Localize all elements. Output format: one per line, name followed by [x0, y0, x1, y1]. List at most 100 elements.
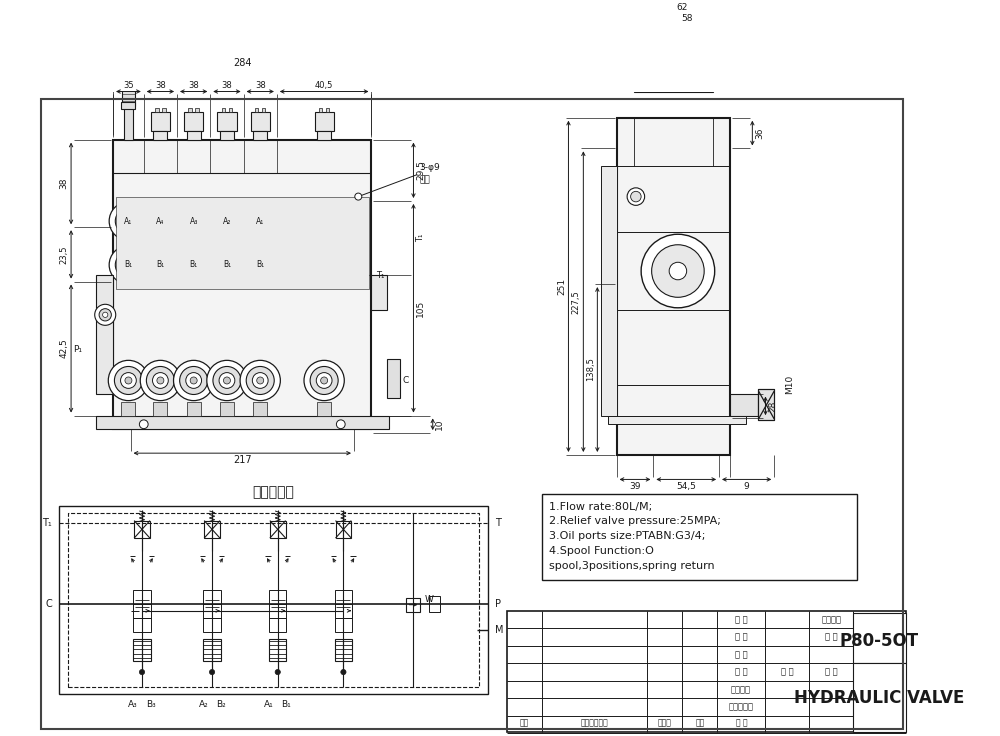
Bar [641, 30, 706, 61]
Text: 36: 36 [755, 127, 764, 139]
Text: C: C [45, 599, 52, 609]
Text: 251: 251 [557, 277, 566, 295]
Text: 28: 28 [768, 400, 777, 411]
Circle shape [186, 372, 202, 389]
Bar [336, 520, 351, 538]
Circle shape [237, 259, 250, 271]
Circle shape [153, 372, 168, 389]
Circle shape [138, 215, 151, 227]
Bar [269, 639, 286, 661]
Circle shape [275, 670, 280, 675]
Circle shape [146, 367, 174, 394]
Bar [59, 506, 488, 694]
Text: A₄: A₄ [156, 216, 165, 226]
Circle shape [304, 361, 344, 400]
Bar [262, 108, 265, 112]
Circle shape [219, 372, 235, 389]
Text: 284: 284 [233, 57, 252, 68]
Circle shape [253, 214, 267, 228]
Bar [153, 403, 167, 416]
Text: 10: 10 [435, 419, 444, 430]
Circle shape [631, 191, 641, 202]
Circle shape [174, 202, 213, 241]
Text: 3-φ9: 3-φ9 [420, 163, 440, 172]
Circle shape [140, 361, 181, 400]
Text: 图样标记: 图样标记 [821, 615, 841, 624]
Bar [188, 108, 192, 112]
Text: 227,5: 227,5 [572, 290, 581, 314]
Text: 1.Flow rate:80L/M;: 1.Flow rate:80L/M; [549, 501, 652, 512]
Circle shape [108, 361, 149, 400]
Bar [335, 604, 352, 618]
Text: 设 计: 设 计 [735, 615, 747, 624]
Circle shape [241, 202, 279, 241]
Bar [647, 8, 700, 30]
Circle shape [310, 367, 338, 394]
Circle shape [147, 208, 174, 234]
Circle shape [187, 258, 201, 272]
Bar [270, 520, 286, 538]
Text: 38: 38 [255, 81, 266, 90]
Circle shape [157, 377, 164, 384]
Text: 38: 38 [155, 81, 166, 90]
Bar [853, 663, 906, 732]
Bar [96, 275, 113, 394]
Text: 38: 38 [222, 81, 232, 90]
Bar [187, 403, 201, 416]
Circle shape [153, 258, 167, 272]
Bar [151, 112, 170, 131]
Bar [195, 108, 199, 112]
Bar [853, 613, 906, 663]
Text: 3.Oil ports size:PTABN:G3/4;: 3.Oil ports size:PTABN:G3/4; [549, 531, 706, 542]
Text: 39: 39 [629, 482, 641, 491]
Circle shape [223, 377, 230, 384]
Bar [222, 108, 225, 112]
Bar [187, 131, 201, 140]
Bar [155, 108, 159, 112]
Text: 9: 9 [744, 482, 750, 491]
Bar [203, 639, 221, 661]
Bar [203, 590, 221, 604]
Circle shape [252, 372, 268, 389]
Bar [608, 416, 746, 424]
Circle shape [246, 367, 274, 394]
Circle shape [316, 372, 332, 389]
Text: 第 页: 第 页 [825, 668, 837, 676]
Circle shape [311, 208, 337, 234]
Text: 138,5: 138,5 [586, 358, 595, 381]
Circle shape [171, 259, 183, 271]
Circle shape [171, 215, 183, 227]
Circle shape [321, 377, 328, 384]
Text: 2.Relief valve pressure:25MPA;: 2.Relief valve pressure:25MPA; [549, 517, 721, 526]
Bar [507, 611, 906, 732]
Circle shape [305, 246, 343, 284]
Circle shape [317, 214, 331, 228]
Text: B₁: B₁ [282, 700, 291, 709]
Circle shape [204, 259, 216, 271]
Circle shape [627, 188, 645, 205]
Circle shape [220, 258, 234, 272]
Text: T₁: T₁ [42, 518, 52, 528]
Text: M: M [495, 625, 503, 635]
Text: 更改人: 更改人 [658, 718, 672, 727]
Bar [220, 403, 234, 416]
Circle shape [99, 308, 111, 321]
Bar [184, 112, 203, 131]
Circle shape [286, 215, 298, 227]
Circle shape [141, 202, 180, 241]
Circle shape [317, 258, 331, 272]
Bar [133, 590, 151, 604]
Circle shape [121, 372, 136, 389]
Text: 标准化检查: 标准化检查 [728, 703, 753, 712]
Bar [68, 513, 479, 687]
Bar [429, 596, 440, 612]
Bar [269, 618, 286, 631]
Text: 58: 58 [681, 14, 692, 24]
Circle shape [139, 420, 148, 428]
Circle shape [103, 312, 108, 317]
Circle shape [181, 252, 207, 278]
Circle shape [174, 361, 214, 400]
Circle shape [139, 670, 145, 675]
Bar [255, 108, 258, 112]
Bar [387, 358, 400, 398]
